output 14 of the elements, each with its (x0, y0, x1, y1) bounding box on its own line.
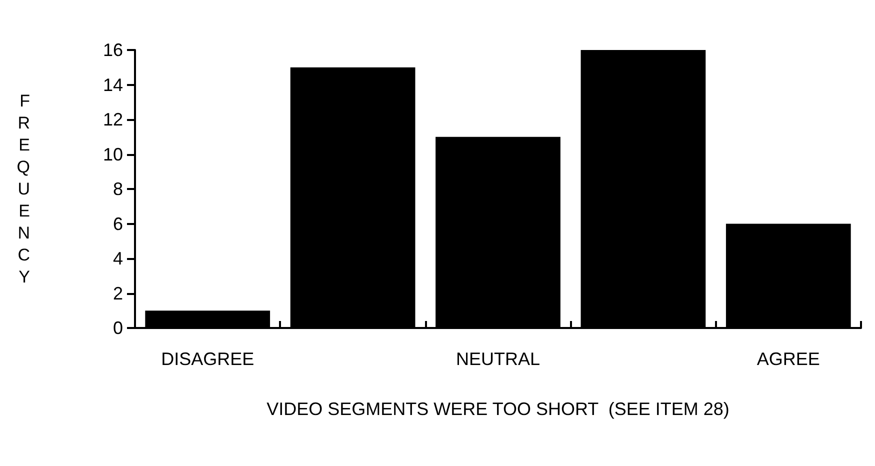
text: FREQUENCY (16, 92, 30, 286)
y-tick-label: 2 (112, 283, 123, 304)
x-tick-label: DISAGREE (161, 349, 254, 369)
x-axis-title: VIDEO SEGMENTS WERE TOO SHORT (SEE ITEM 28) (266, 399, 730, 419)
y-tick-label: 0 (112, 318, 123, 338)
y-tick-label: 8 (112, 179, 123, 199)
y-tick-label: 12 (102, 110, 123, 130)
x-tick-label: NEUTRAL (456, 349, 540, 369)
y-tick-label: 10 (102, 144, 123, 164)
y-tick-label: 16 (102, 40, 123, 60)
x-tick-label: AGREE (756, 349, 820, 369)
y-tick-label: 14 (102, 74, 123, 95)
y-tick-label: 4 (112, 248, 123, 268)
y-tick-label: 6 (112, 214, 123, 234)
